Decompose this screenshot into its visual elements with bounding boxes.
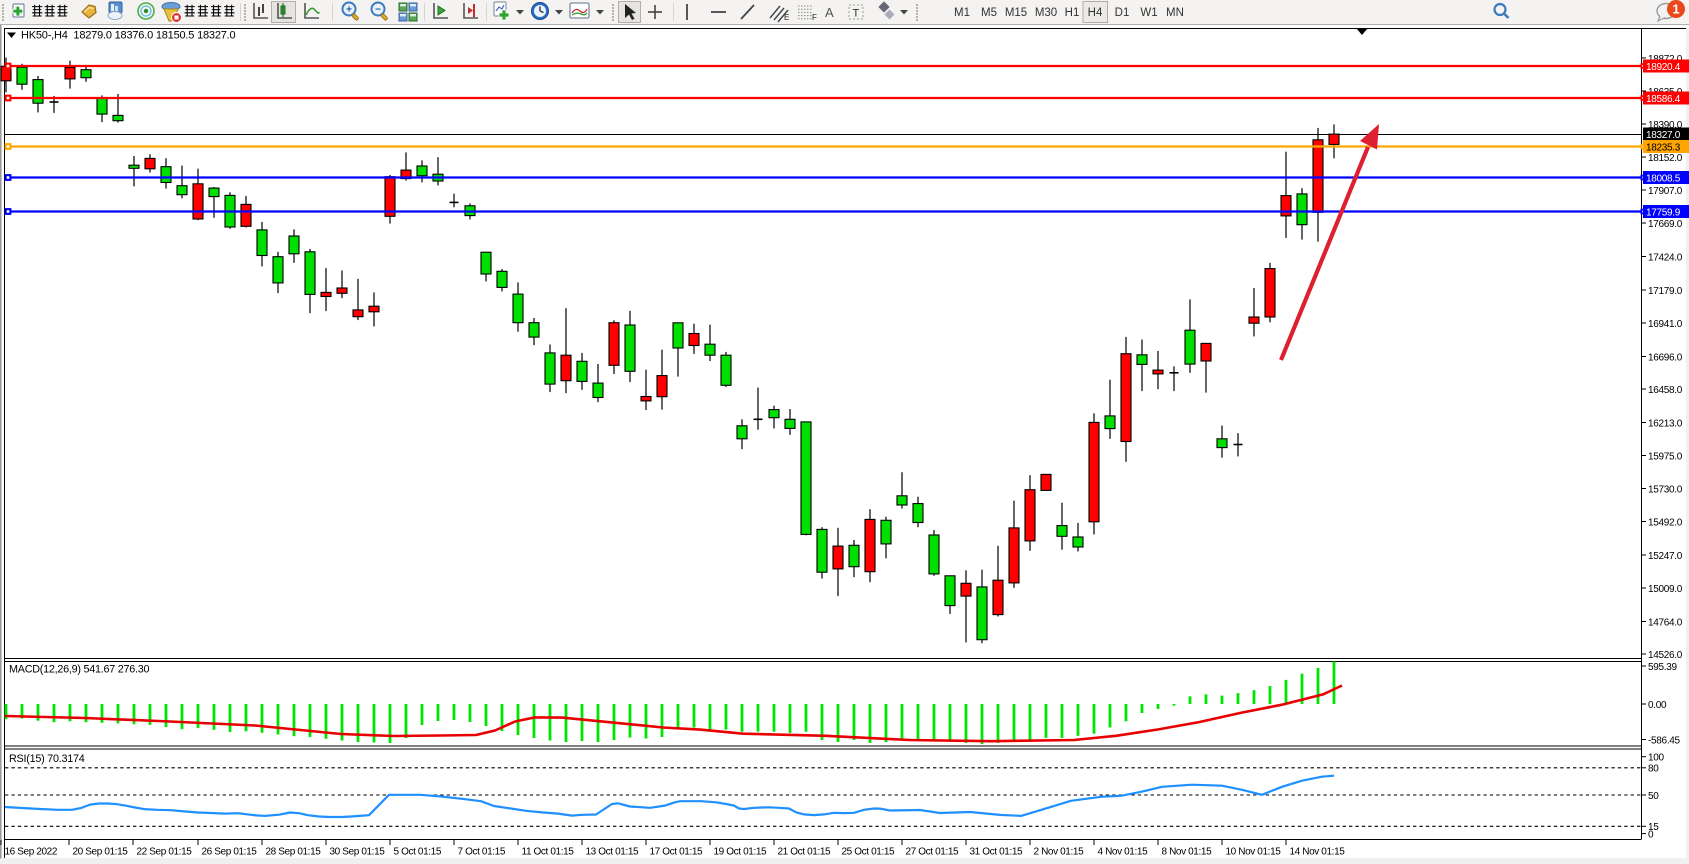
svg-text:17424.0: 17424.0 bbox=[1648, 252, 1683, 263]
svg-text:15730.0: 15730.0 bbox=[1648, 484, 1683, 495]
svg-text:M15: M15 bbox=[1005, 7, 1027, 19]
svg-text:MN: MN bbox=[1166, 7, 1184, 19]
svg-text:D1: D1 bbox=[1115, 7, 1130, 19]
svg-text:15247.0: 15247.0 bbox=[1648, 551, 1683, 562]
svg-text:1: 1 bbox=[1672, 2, 1679, 17]
svg-text:-586.45: -586.45 bbox=[1648, 735, 1681, 746]
svg-text:−: − bbox=[375, 5, 381, 16]
svg-text:13 Oct 01:15: 13 Oct 01:15 bbox=[586, 847, 640, 858]
svg-text:MACD(12,26,9) 541.67 276.30: MACD(12,26,9) 541.67 276.30 bbox=[9, 664, 150, 676]
svg-text:17669.0: 17669.0 bbox=[1648, 219, 1683, 230]
svg-text:18008.5: 18008.5 bbox=[1646, 173, 1681, 184]
svg-text:RSI(15) 70.3174: RSI(15) 70.3174 bbox=[9, 753, 85, 765]
svg-text:H4: H4 bbox=[1088, 7, 1103, 19]
svg-text:16 Sep 2022: 16 Sep 2022 bbox=[5, 847, 58, 858]
svg-text:18235.3: 18235.3 bbox=[1646, 142, 1681, 153]
svg-text:17179.0: 17179.0 bbox=[1648, 286, 1683, 297]
svg-text:26 Sep 01:15: 26 Sep 01:15 bbox=[202, 847, 258, 858]
svg-text:17 Oct 01:15: 17 Oct 01:15 bbox=[650, 847, 704, 858]
svg-text:M30: M30 bbox=[1035, 7, 1057, 19]
svg-text:H1: H1 bbox=[1065, 7, 1080, 19]
svg-text:15009.0: 15009.0 bbox=[1648, 584, 1683, 595]
svg-text:19 Oct 01:15: 19 Oct 01:15 bbox=[714, 847, 768, 858]
svg-text:16213.0: 16213.0 bbox=[1648, 418, 1683, 429]
svg-text:F: F bbox=[812, 13, 817, 22]
svg-text:16941.0: 16941.0 bbox=[1648, 319, 1683, 330]
svg-text:W1: W1 bbox=[1140, 7, 1157, 19]
svg-text:7 Oct 01:15: 7 Oct 01:15 bbox=[458, 847, 506, 858]
svg-text:27 Oct 01:15: 27 Oct 01:15 bbox=[906, 847, 960, 858]
svg-text:100: 100 bbox=[1648, 753, 1665, 764]
svg-text:18327.0: 18327.0 bbox=[1646, 130, 1681, 141]
svg-text:50: 50 bbox=[1648, 791, 1659, 802]
svg-text:22 Sep 01:15: 22 Sep 01:15 bbox=[137, 847, 193, 858]
svg-text:18872.0: 18872.0 bbox=[1648, 54, 1683, 65]
svg-text:M1: M1 bbox=[954, 7, 970, 19]
svg-text:5 Oct 01:15: 5 Oct 01:15 bbox=[394, 847, 442, 858]
svg-text:18920.4: 18920.4 bbox=[1646, 62, 1681, 73]
svg-text:18152.0: 18152.0 bbox=[1648, 153, 1683, 164]
svg-text:11 Oct 01:15: 11 Oct 01:15 bbox=[522, 847, 575, 858]
svg-text:20 Sep 01:15: 20 Sep 01:15 bbox=[73, 847, 129, 858]
svg-text:14526.0: 14526.0 bbox=[1648, 650, 1683, 661]
svg-text:15975.0: 15975.0 bbox=[1648, 451, 1683, 462]
svg-text:10 Nov 01:15: 10 Nov 01:15 bbox=[1226, 847, 1282, 858]
svg-text:21 Oct 01:15: 21 Oct 01:15 bbox=[778, 847, 832, 858]
svg-text:17907.0: 17907.0 bbox=[1648, 186, 1683, 197]
svg-text:A: A bbox=[825, 5, 834, 20]
svg-text:M5: M5 bbox=[981, 7, 997, 19]
svg-text:17759.9: 17759.9 bbox=[1646, 207, 1681, 218]
svg-text:30 Sep 01:15: 30 Sep 01:15 bbox=[330, 847, 386, 858]
svg-text:18586.4: 18586.4 bbox=[1646, 94, 1681, 105]
svg-text:T: T bbox=[853, 8, 860, 20]
svg-text:18390.0: 18390.0 bbox=[1648, 120, 1683, 131]
svg-text:80: 80 bbox=[1648, 764, 1659, 775]
svg-text:25 Oct 01:15: 25 Oct 01:15 bbox=[842, 847, 896, 858]
svg-text:E: E bbox=[784, 13, 789, 22]
svg-text:15492.0: 15492.0 bbox=[1648, 517, 1683, 528]
svg-text:0.00: 0.00 bbox=[1648, 700, 1667, 711]
svg-text:16696.0: 16696.0 bbox=[1648, 352, 1683, 363]
svg-text:+: + bbox=[346, 5, 352, 16]
svg-text:595.39: 595.39 bbox=[1648, 662, 1678, 673]
svg-text:0: 0 bbox=[1648, 829, 1654, 840]
svg-text:28 Sep 01:15: 28 Sep 01:15 bbox=[266, 847, 322, 858]
svg-text:14764.0: 14764.0 bbox=[1648, 617, 1683, 628]
svg-text:31 Oct 01:15: 31 Oct 01:15 bbox=[970, 847, 1024, 858]
svg-text:HK50-,H4 18279.0 18376.0 1815: HK50-,H4 18279.0 18376.0 18150.5 18327.0 bbox=[21, 30, 236, 42]
svg-text:8 Nov 01:15: 8 Nov 01:15 bbox=[1162, 847, 1213, 858]
svg-text:16458.0: 16458.0 bbox=[1648, 385, 1683, 396]
svg-text:15: 15 bbox=[1648, 822, 1659, 833]
svg-text:2 Nov 01:15: 2 Nov 01:15 bbox=[1034, 847, 1085, 858]
svg-text:14 Nov 01:15: 14 Nov 01:15 bbox=[1290, 847, 1346, 858]
svg-text:4 Nov 01:15: 4 Nov 01:15 bbox=[1098, 847, 1149, 858]
